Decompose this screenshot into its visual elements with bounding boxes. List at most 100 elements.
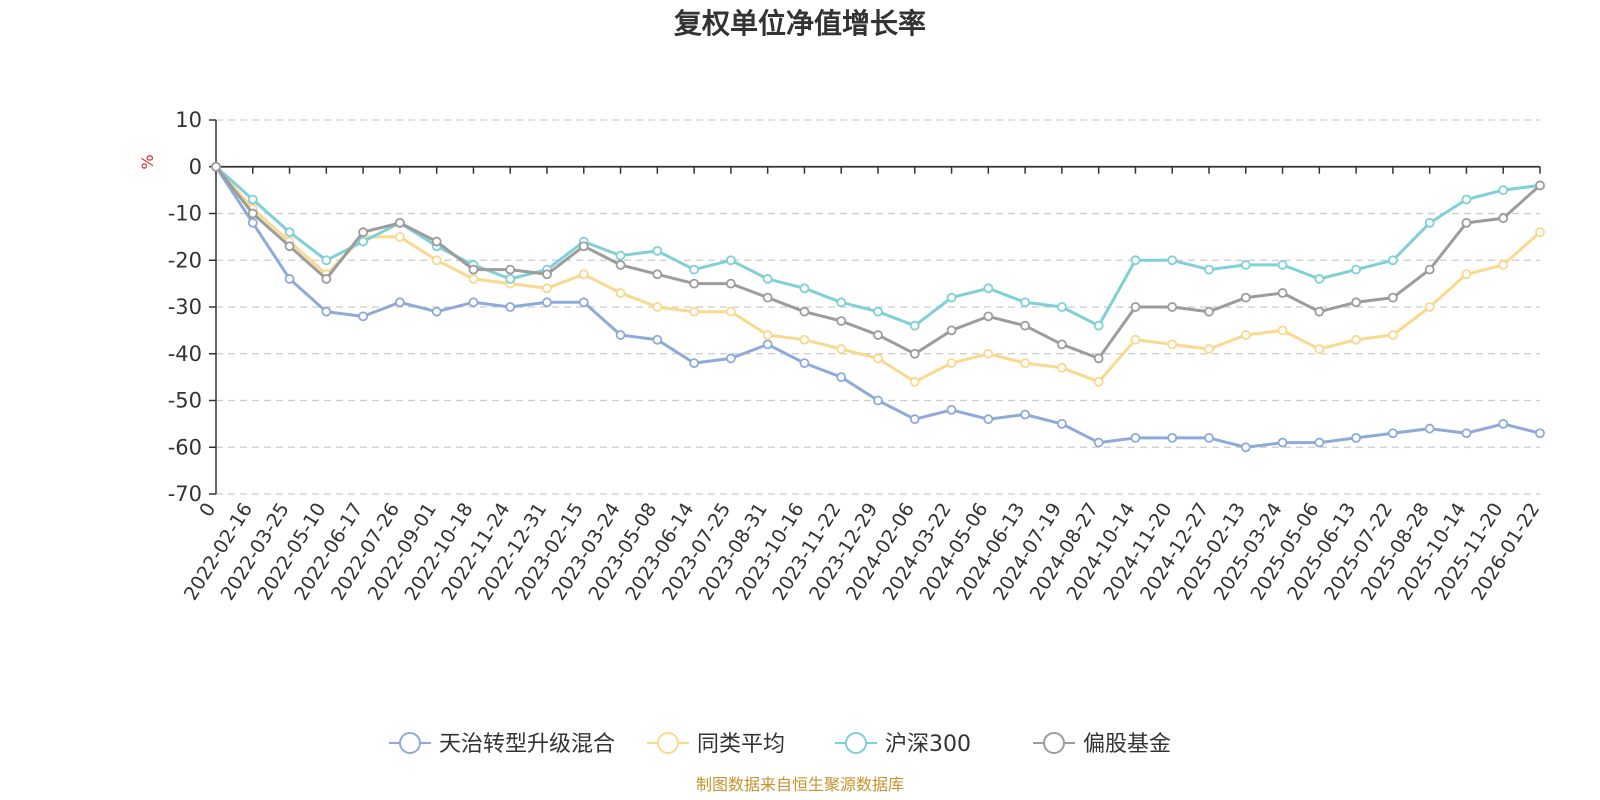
data-point bbox=[689, 358, 700, 369]
data-point bbox=[1167, 432, 1178, 443]
legend-item-4[interactable]: 偏股基金 bbox=[1033, 732, 1171, 757]
data-point bbox=[247, 217, 258, 228]
data-point bbox=[1461, 269, 1472, 280]
series-1 bbox=[211, 161, 1545, 453]
data-point bbox=[321, 255, 332, 266]
data-point bbox=[431, 306, 442, 317]
legend-item-3[interactable]: 沪深300 bbox=[835, 732, 971, 757]
data-point bbox=[836, 344, 847, 354]
data-source-note: 制图数据来自恒生聚源数据库 bbox=[696, 775, 904, 794]
data-point bbox=[799, 358, 810, 369]
series-4 bbox=[211, 161, 1545, 364]
data-point bbox=[725, 255, 736, 266]
data-point bbox=[1351, 334, 1362, 345]
data-point bbox=[1535, 227, 1545, 238]
data-point bbox=[873, 353, 883, 364]
data-point bbox=[1277, 260, 1288, 270]
x-tick-label: 0 bbox=[195, 499, 220, 521]
data-point bbox=[1240, 442, 1251, 453]
data-point bbox=[615, 260, 626, 270]
data-point bbox=[1240, 292, 1251, 303]
data-point bbox=[542, 283, 552, 294]
data-point bbox=[468, 297, 479, 308]
data-point bbox=[615, 250, 626, 261]
data-point bbox=[1167, 339, 1178, 350]
legend-label: 天治转型升级混合 bbox=[439, 732, 615, 757]
data-point bbox=[358, 227, 369, 238]
data-point bbox=[909, 320, 920, 331]
data-point bbox=[1498, 418, 1509, 429]
data-point bbox=[1277, 325, 1288, 336]
data-point bbox=[652, 302, 663, 312]
data-point bbox=[873, 306, 883, 317]
data-point bbox=[394, 231, 405, 242]
legend-marker-icon bbox=[1043, 732, 1065, 754]
data-point bbox=[725, 306, 736, 317]
data-point bbox=[394, 297, 405, 308]
data-point bbox=[321, 274, 332, 284]
data-point bbox=[909, 414, 920, 425]
data-point bbox=[1204, 264, 1214, 275]
data-point bbox=[1461, 428, 1472, 439]
data-point bbox=[1387, 255, 1398, 266]
legend-marker-icon bbox=[845, 732, 867, 754]
data-point bbox=[946, 404, 957, 415]
series-group bbox=[211, 161, 1545, 453]
data-point bbox=[946, 292, 957, 303]
data-point bbox=[1424, 302, 1435, 312]
legend-item-1[interactable]: 天治转型升级混合 bbox=[389, 732, 615, 757]
data-point bbox=[1424, 217, 1435, 228]
data-point bbox=[615, 330, 626, 340]
data-point bbox=[284, 227, 295, 238]
data-point bbox=[1351, 297, 1362, 308]
data-point bbox=[1204, 432, 1214, 443]
data-point bbox=[983, 283, 994, 294]
data-point bbox=[725, 278, 736, 289]
data-point bbox=[1277, 437, 1288, 448]
legend-marker-icon bbox=[399, 732, 421, 754]
y-tick-label: 0 bbox=[189, 155, 202, 179]
data-point bbox=[284, 241, 295, 252]
data-point bbox=[1387, 330, 1398, 340]
legend-marker-icon bbox=[657, 732, 679, 754]
data-point bbox=[1240, 330, 1251, 340]
data-point bbox=[799, 334, 810, 345]
series-line bbox=[214, 165, 1541, 360]
legend-item-2[interactable]: 同类平均 bbox=[647, 732, 785, 757]
data-point bbox=[1093, 320, 1104, 331]
y-tick-label: -30 bbox=[168, 295, 202, 319]
data-point bbox=[1277, 288, 1288, 298]
y-tick-label: -50 bbox=[168, 389, 202, 413]
data-point bbox=[1387, 292, 1398, 303]
data-point bbox=[1056, 339, 1067, 350]
data-point bbox=[1351, 264, 1362, 275]
data-point bbox=[321, 306, 332, 317]
data-point bbox=[1240, 260, 1251, 270]
data-point bbox=[1351, 432, 1362, 443]
data-point bbox=[873, 395, 883, 406]
data-point bbox=[762, 339, 773, 350]
legend-label: 偏股基金 bbox=[1083, 732, 1171, 757]
data-point bbox=[652, 269, 663, 280]
data-point bbox=[1167, 255, 1178, 266]
data-point bbox=[1130, 255, 1141, 266]
data-point bbox=[1020, 409, 1031, 420]
data-point bbox=[1204, 306, 1214, 317]
data-point bbox=[1461, 217, 1472, 228]
data-point bbox=[1424, 264, 1435, 275]
data-point bbox=[799, 283, 810, 294]
data-point bbox=[1424, 423, 1435, 434]
data-point bbox=[1314, 274, 1325, 284]
data-point bbox=[1387, 428, 1398, 439]
chart-title: 复权单位净值增长率 bbox=[674, 7, 926, 40]
data-point bbox=[946, 325, 957, 336]
legend-label: 沪深300 bbox=[885, 732, 971, 757]
legend[interactable]: 天治转型升级混合 同类平均 沪深300 偏股基金 bbox=[389, 732, 1171, 757]
data-point bbox=[578, 269, 589, 280]
data-point bbox=[505, 302, 516, 312]
data-point bbox=[1056, 418, 1067, 429]
data-point bbox=[505, 274, 516, 284]
y-axis: 10 0 -10 -20 -30 -40 -50 -60 -70 bbox=[168, 108, 217, 506]
data-point bbox=[284, 274, 295, 284]
